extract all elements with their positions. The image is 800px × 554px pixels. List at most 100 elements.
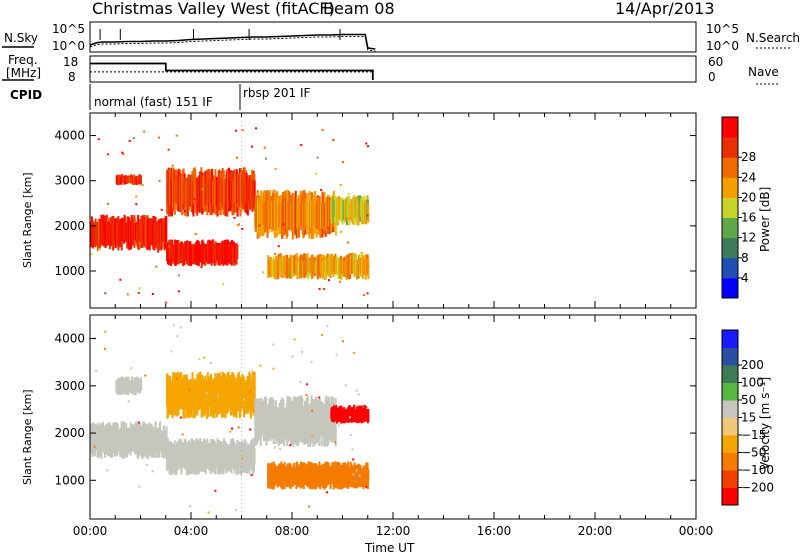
data-cell <box>176 192 179 195</box>
colorbar-tick-label: 24 <box>741 170 756 184</box>
data-cell <box>349 416 351 419</box>
data-cell <box>233 216 236 219</box>
data-cell <box>365 142 368 145</box>
freq-panel <box>89 55 697 83</box>
data-cell <box>310 361 313 363</box>
data-cell <box>315 430 318 433</box>
data-cell <box>247 448 250 470</box>
data-cell <box>353 351 355 354</box>
data-cell <box>351 448 354 451</box>
data-cell <box>127 400 130 403</box>
data-cell <box>273 446 276 449</box>
data-cell <box>263 146 266 149</box>
data-cell <box>285 407 287 440</box>
data-cell <box>163 429 166 454</box>
velocity-panel: 1000 2000 3000 4000 00:00 04:00 08:00 12:00 16:0… <box>54 314 714 538</box>
colorbar-tick-label: 4 <box>741 271 749 285</box>
beam-label: Beam 08 <box>323 0 395 18</box>
data-cell <box>274 442 277 444</box>
data-cell <box>200 266 203 269</box>
data-cell <box>121 151 124 154</box>
data-cell <box>282 223 285 226</box>
colorbar-segment <box>722 117 738 138</box>
y-tick-label: 4000 <box>54 129 85 143</box>
data-cell <box>355 404 358 407</box>
data-cell <box>158 179 161 182</box>
data-cell <box>249 390 252 393</box>
data-cell <box>172 324 175 327</box>
colorbar-tick-label: 8 <box>741 251 749 265</box>
colorbar-segment <box>722 347 738 366</box>
colorbar-segment <box>722 417 738 436</box>
data-cell <box>176 335 179 338</box>
data-cell <box>167 148 170 151</box>
data-cell <box>332 139 335 142</box>
data-cell <box>231 427 233 430</box>
data-cell <box>155 456 158 458</box>
data-cell <box>128 139 131 142</box>
colorbar-segment <box>722 330 738 348</box>
data-cell <box>237 223 240 226</box>
data-cell <box>318 287 321 290</box>
data-cell <box>321 334 323 336</box>
data-cell <box>193 198 196 201</box>
colorbar-tick-label: −200 <box>741 481 774 495</box>
data-cell <box>217 395 220 398</box>
data-cell <box>274 420 277 423</box>
data-cell <box>250 474 253 477</box>
power-panel: 1000 2000 3000 4000 <box>54 112 697 309</box>
data-cell <box>299 381 302 384</box>
data-cell <box>337 424 340 427</box>
data-cell <box>104 292 107 295</box>
cpid-label: CPID <box>10 88 42 102</box>
data-cell <box>366 214 369 217</box>
x-tick-label: 00:00 <box>679 524 714 538</box>
data-cell <box>252 409 255 412</box>
data-cell <box>207 511 210 514</box>
data-cell <box>135 203 138 206</box>
data-cell <box>273 189 276 192</box>
data-cell <box>367 258 370 279</box>
data-cell <box>318 232 320 235</box>
data-cell <box>106 202 109 205</box>
data-cell <box>266 421 269 424</box>
data-cell <box>209 362 212 364</box>
data-cell <box>98 248 101 251</box>
data-cell <box>291 355 294 358</box>
data-cell <box>106 469 109 472</box>
data-cell <box>108 450 111 453</box>
data-cell <box>323 288 326 291</box>
data-cell <box>198 357 201 360</box>
data-cell <box>277 245 280 248</box>
data-cell <box>272 367 275 370</box>
data-cell <box>237 426 240 429</box>
data-cell <box>255 194 258 228</box>
data-cell <box>138 485 141 488</box>
data-cell <box>130 367 133 370</box>
data-cell <box>177 168 180 171</box>
colorbar-segment <box>722 137 738 158</box>
data-cell <box>235 129 238 132</box>
colorbar-tick-label: 12 <box>741 231 756 245</box>
data-cell <box>107 153 110 156</box>
data-cell <box>214 472 217 475</box>
data-cell <box>135 425 138 451</box>
freq-series <box>90 62 374 80</box>
colorbar-segment <box>722 470 738 488</box>
data-cell <box>326 491 329 494</box>
data-cell <box>236 244 239 259</box>
data-cell <box>301 350 303 353</box>
data-cell <box>304 439 307 441</box>
data-cell <box>151 470 154 473</box>
nsky-tick-top: 10^5 <box>52 22 85 36</box>
data-cell <box>241 228 244 230</box>
data-cell <box>256 193 259 196</box>
data-cell <box>122 153 125 155</box>
data-cell <box>116 244 119 247</box>
data-cell <box>249 428 252 431</box>
colorbar-segment <box>722 197 738 218</box>
velocity-cbar-label: Velocity [m s⁻¹] <box>758 377 772 470</box>
data-cell <box>326 324 329 327</box>
power-cbar-label: Power [dB] <box>758 187 772 252</box>
data-cell <box>339 184 342 186</box>
